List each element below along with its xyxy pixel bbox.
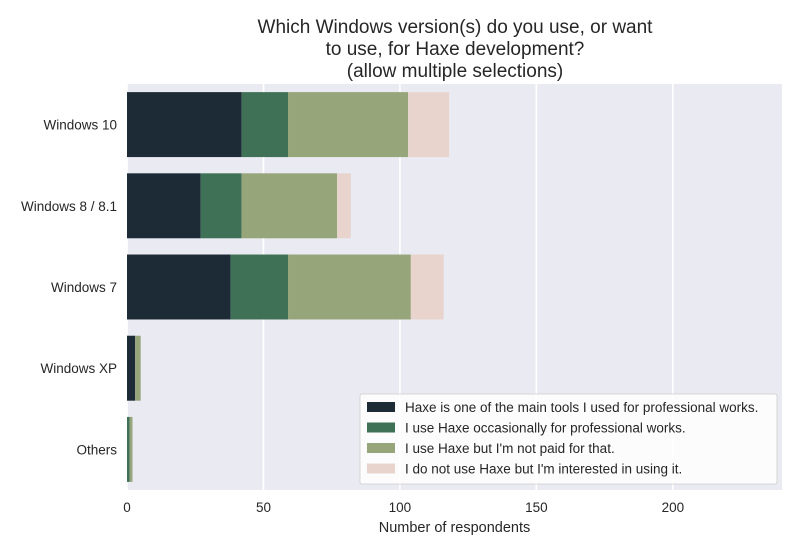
bar-segment (241, 173, 338, 239)
bar-segment (241, 92, 289, 158)
bar-segment (288, 92, 409, 158)
bar-segment (410, 254, 444, 320)
chart-title: Which Windows version(s) do you use, or … (258, 17, 654, 82)
x-tick-label: 100 (389, 500, 412, 515)
legend-label: I use Haxe occasionally for professional… (405, 421, 686, 436)
y-tick-label: Windows 10 (43, 118, 117, 133)
chart-title-line: (allow multiple selections) (347, 61, 563, 82)
x-tick-labels: 0 50 100 150 200 (123, 500, 684, 515)
legend-swatch (367, 402, 395, 412)
x-tick-label: 200 (662, 500, 685, 515)
y-tick-label: Windows XP (40, 361, 117, 376)
legend-box (359, 393, 778, 485)
legend-swatch (367, 422, 395, 433)
legend-label: I use Haxe but I'm not paid for that. (405, 441, 615, 456)
bar-segment (135, 335, 141, 401)
x-tick-label: 150 (525, 500, 548, 515)
bar-segment (127, 416, 130, 482)
bar-segment (129, 416, 133, 482)
legend-swatch (367, 463, 395, 474)
bar-segment (337, 173, 351, 239)
legend-label: Haxe is one of the main tools I used for… (405, 400, 758, 415)
chart-title-line: to use, for Haxe development? (326, 39, 585, 60)
bar-segment (127, 173, 201, 239)
x-axis-label: Number of respondents (379, 520, 531, 536)
bars (127, 92, 450, 482)
y-tick-label: Others (76, 442, 117, 457)
y-tick-labels: Windows 10 Windows 8 / 8.1 Windows 7 Window… (21, 118, 117, 458)
bar-segment (127, 92, 242, 158)
bar-segment (288, 254, 411, 320)
legend: Haxe is one of the main tools I used for… (359, 393, 778, 485)
bar-segment (200, 173, 242, 239)
legend-label: I do not use Haxe but I'm interested in … (405, 462, 682, 477)
x-tick-label: 50 (256, 500, 271, 515)
bar-segment (408, 92, 450, 158)
bar-segment (230, 254, 289, 320)
bar-segment (127, 254, 231, 320)
bar-segment (127, 335, 136, 401)
x-tick-label: 0 (123, 500, 131, 515)
y-tick-label: Windows 8 / 8.1 (21, 199, 117, 214)
legend-swatch (367, 443, 395, 453)
chart-title-line: Which Windows version(s) do you use, or … (258, 17, 654, 38)
y-tick-label: Windows 7 (51, 280, 117, 295)
